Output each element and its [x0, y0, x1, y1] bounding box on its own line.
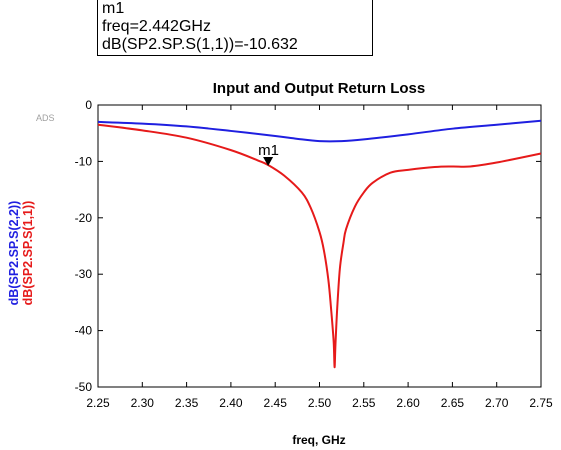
series-line-s11 — [97, 123, 542, 369]
x-tick-label: 2.75 — [529, 396, 553, 410]
y-axis-labels: dB(SP2.SP.S(2,2)) dB(SP2.SP.S(1,1)) — [7, 201, 35, 306]
y-axis-label-s11: dB(SP2.SP.S(1,1)) — [21, 201, 35, 306]
y-tick-label: 0 — [85, 98, 92, 112]
axis-ticks: 2.25 2.30 2.35 2.40 2.45 2.50 2.55 2.60 2.65 2.70… — [75, 98, 553, 410]
y-axis-label-s22: dB(SP2.SP.S(2,2)) — [7, 201, 21, 306]
y-tick-label: -40 — [75, 324, 93, 338]
y-tick-label: -50 — [75, 380, 93, 394]
chart-title: Input and Output Return Loss — [213, 80, 425, 97]
x-tick-label: 2.60 — [396, 396, 420, 410]
x-tick-label: 2.45 — [264, 396, 288, 410]
x-tick-label: 2.65 — [441, 396, 465, 410]
x-tick-label: 2.70 — [485, 396, 509, 410]
x-tick-label: 2.50 — [308, 396, 332, 410]
plot-border — [97, 104, 542, 388]
plot-frame — [97, 104, 542, 388]
series-line-s22 — [97, 119, 542, 143]
marker-layer: m1 — [258, 142, 279, 166]
x-axis-label: freq, GHz — [292, 433, 345, 447]
marker-triangle-icon — [263, 156, 274, 166]
marker-name: m1 — [102, 0, 125, 17]
x-tick-label: 2.40 — [219, 396, 243, 410]
marker-freq: freq=2.442GHz — [102, 18, 211, 35]
y-tick-label: -20 — [75, 211, 93, 225]
x-tick-label: 2.25 — [86, 396, 110, 410]
ads-watermark: ADS — [36, 113, 55, 123]
marker-label: m1 — [258, 142, 279, 159]
series-layer — [97, 119, 542, 369]
x-tick-label: 2.30 — [131, 396, 155, 410]
x-tick-label: 2.35 — [175, 396, 199, 410]
x-tick-label: 2.55 — [352, 396, 376, 410]
y-tick-label: -10 — [75, 154, 93, 168]
y-tick-label: -30 — [75, 267, 93, 281]
marker-readout-box: m1 freq=2.442GHz dB(SP2.SP.S(1,1))=-10.6… — [97, 0, 373, 56]
marker-value: dB(SP2.SP.S(1,1))=-10.632 — [102, 36, 298, 53]
